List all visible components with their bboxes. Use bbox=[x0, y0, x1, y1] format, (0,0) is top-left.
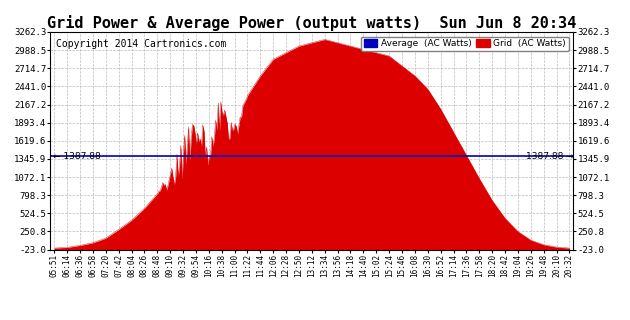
Title: Grid Power & Average Power (output watts)  Sun Jun 8 20:34: Grid Power & Average Power (output watts… bbox=[47, 15, 576, 31]
Text: Copyright 2014 Cartronics.com: Copyright 2014 Cartronics.com bbox=[55, 38, 226, 49]
Text: 1387.88 →: 1387.88 → bbox=[525, 152, 573, 161]
Text: ← 1387.88: ← 1387.88 bbox=[53, 152, 101, 161]
Legend: Average  (AC Watts), Grid  (AC Watts): Average (AC Watts), Grid (AC Watts) bbox=[361, 36, 569, 51]
